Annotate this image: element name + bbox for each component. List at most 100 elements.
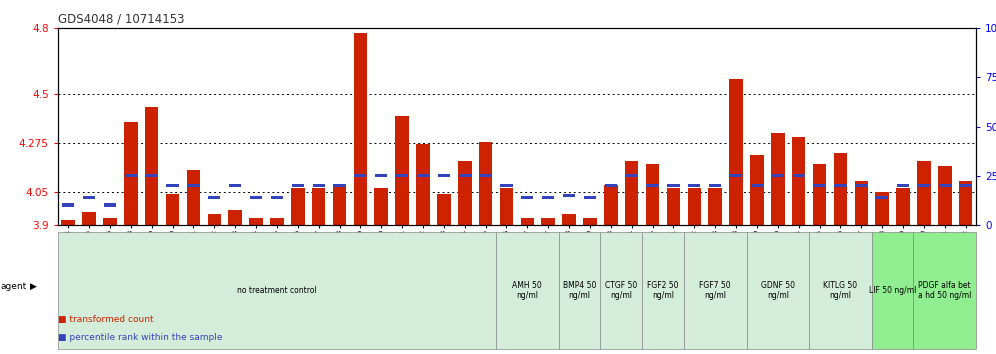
Bar xyxy=(666,188,680,225)
Text: BMP4 50
ng/ml: BMP4 50 ng/ml xyxy=(563,281,597,300)
Text: KITLG 50
ng/ml: KITLG 50 ng/ml xyxy=(824,281,858,300)
Bar xyxy=(479,174,492,177)
Bar xyxy=(375,174,387,177)
Bar xyxy=(208,195,220,199)
Bar xyxy=(229,184,241,187)
Bar xyxy=(104,204,117,207)
Bar xyxy=(313,184,325,187)
Text: GDNF 50
ng/ml: GDNF 50 ng/ml xyxy=(761,281,795,300)
Text: GDS4048 / 10714153: GDS4048 / 10714153 xyxy=(58,12,184,25)
Bar xyxy=(687,188,701,225)
Bar xyxy=(145,174,157,177)
Bar xyxy=(938,166,951,225)
Bar xyxy=(793,174,805,177)
Text: ■ percentile rank within the sample: ■ percentile rank within the sample xyxy=(58,333,222,342)
Bar xyxy=(207,214,221,225)
Bar xyxy=(437,194,450,225)
Bar xyxy=(83,212,96,225)
Bar xyxy=(876,195,888,199)
Bar xyxy=(249,218,263,225)
Bar xyxy=(646,184,658,187)
Bar xyxy=(813,164,827,225)
Bar xyxy=(605,184,617,187)
Bar xyxy=(792,137,806,225)
Bar xyxy=(625,174,637,177)
Text: FGF7 50
ng/ml: FGF7 50 ng/ml xyxy=(699,281,731,300)
Bar xyxy=(438,174,450,177)
Bar xyxy=(959,181,972,225)
Bar xyxy=(917,184,930,187)
Bar xyxy=(250,195,262,199)
Bar xyxy=(124,122,137,225)
Bar xyxy=(688,184,700,187)
Bar xyxy=(500,184,513,187)
Bar xyxy=(333,185,347,225)
Text: no treatment control: no treatment control xyxy=(237,286,317,295)
Bar xyxy=(271,195,283,199)
Bar xyxy=(312,188,326,225)
Bar xyxy=(624,161,638,225)
Bar xyxy=(896,188,909,225)
Bar xyxy=(396,174,408,177)
Bar xyxy=(729,79,743,225)
Bar xyxy=(938,184,951,187)
Bar xyxy=(500,188,513,225)
Bar xyxy=(730,174,742,177)
Bar xyxy=(62,204,75,207)
Bar xyxy=(771,133,785,225)
Bar xyxy=(604,185,618,225)
Text: FGF2 50
ng/ml: FGF2 50 ng/ml xyxy=(647,281,678,300)
Bar xyxy=(83,195,96,199)
Bar xyxy=(667,184,679,187)
Bar xyxy=(563,194,576,197)
Text: LIF 50 ng/ml: LIF 50 ng/ml xyxy=(869,286,916,295)
Bar xyxy=(708,188,722,225)
Bar xyxy=(897,184,909,187)
Bar xyxy=(355,174,367,177)
Bar xyxy=(270,218,284,225)
Bar xyxy=(334,184,346,187)
Bar xyxy=(416,144,430,225)
Bar xyxy=(542,195,555,199)
Bar xyxy=(104,218,117,225)
Bar xyxy=(521,218,534,225)
Bar xyxy=(772,174,784,177)
Text: AMH 50
ng/ml: AMH 50 ng/ml xyxy=(513,281,542,300)
Bar xyxy=(354,33,368,225)
Bar xyxy=(856,184,868,187)
Text: ■ transformed count: ■ transformed count xyxy=(58,315,153,324)
Bar xyxy=(563,214,576,225)
Bar xyxy=(124,174,136,177)
Bar xyxy=(292,184,304,187)
Bar xyxy=(855,181,869,225)
Bar xyxy=(144,107,158,225)
Bar xyxy=(751,184,763,187)
Bar xyxy=(875,192,889,225)
Bar xyxy=(228,210,242,225)
Bar xyxy=(835,184,847,187)
Bar xyxy=(458,174,471,177)
Text: CTGF 50
ng/ml: CTGF 50 ng/ml xyxy=(606,281,637,300)
Bar xyxy=(165,194,179,225)
Bar xyxy=(166,184,178,187)
Bar xyxy=(417,174,429,177)
Bar xyxy=(645,164,659,225)
Bar xyxy=(374,188,388,225)
Text: PDGF alfa bet
a hd 50 ng/ml: PDGF alfa bet a hd 50 ng/ml xyxy=(918,281,971,300)
Bar xyxy=(709,184,721,187)
Bar xyxy=(395,116,409,225)
Bar xyxy=(917,161,930,225)
Bar xyxy=(479,142,492,225)
Text: agent: agent xyxy=(1,282,27,291)
Bar xyxy=(187,184,199,187)
Bar xyxy=(542,218,555,225)
Bar xyxy=(584,218,597,225)
Bar xyxy=(959,184,972,187)
Bar xyxy=(62,221,75,225)
Bar xyxy=(291,188,305,225)
Bar xyxy=(584,195,596,199)
Bar xyxy=(458,161,471,225)
Bar xyxy=(834,153,848,225)
Bar xyxy=(814,184,826,187)
Bar xyxy=(750,155,764,225)
